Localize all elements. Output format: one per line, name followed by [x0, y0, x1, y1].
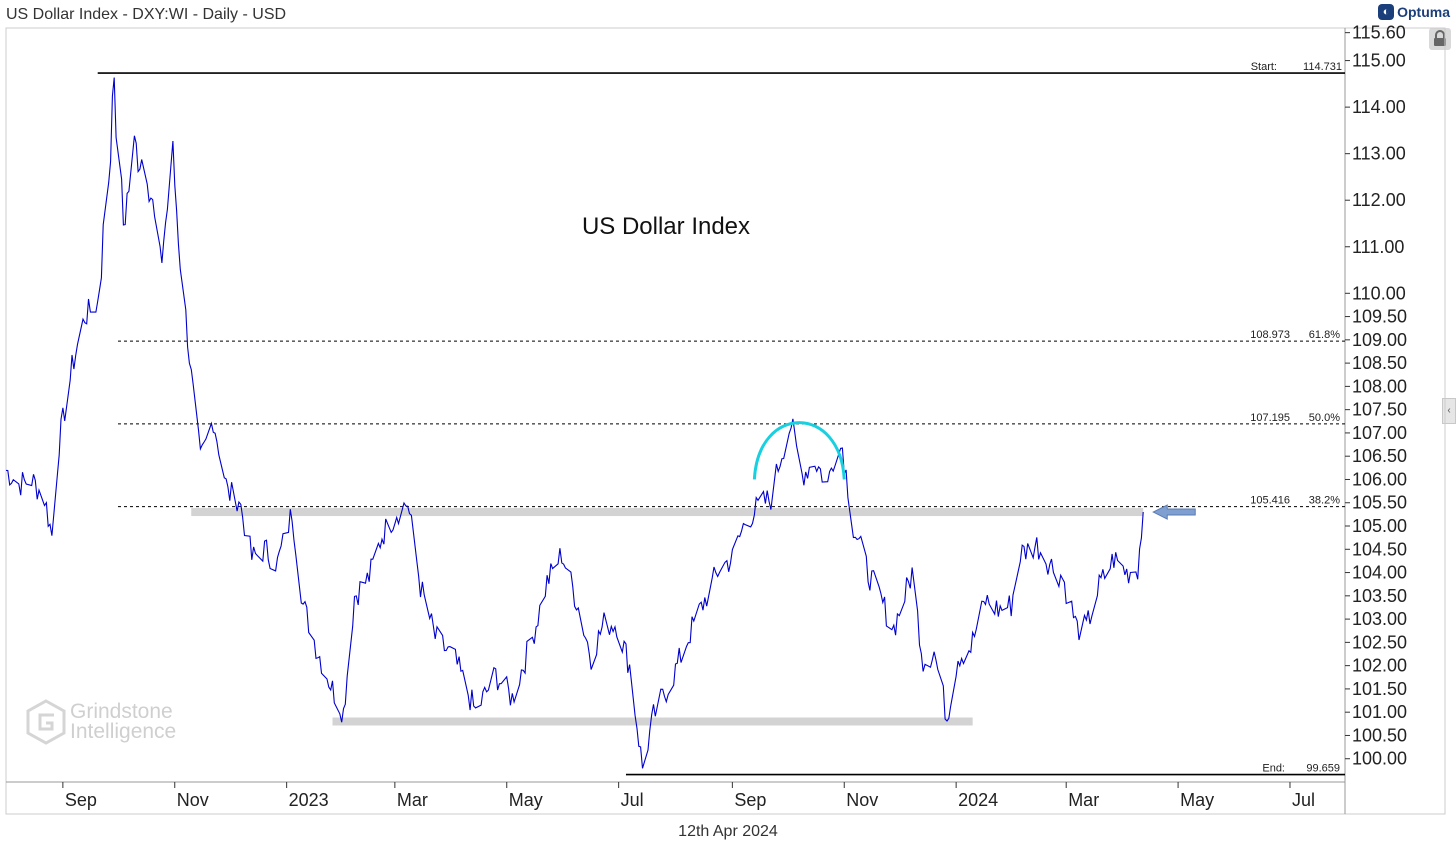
- x-tick-label-11: Jul: [1292, 790, 1315, 810]
- zone-1: [332, 717, 973, 726]
- watermark-line1: Grindstone: [70, 700, 173, 723]
- y-tick-label-7: 103.50: [1352, 586, 1407, 606]
- x-tick-label-2: 2023: [289, 790, 329, 810]
- y-tick-label-13: 106.50: [1352, 446, 1407, 466]
- chart-frame: [5, 27, 1446, 815]
- fib-value-2: 105.416: [1250, 495, 1290, 507]
- y-tick-label-15: 107.50: [1352, 400, 1407, 420]
- watermark-line2: Intelligence: [70, 720, 177, 743]
- rounded-top-arc: [752, 421, 846, 480]
- arrow-shape: [1152, 504, 1196, 520]
- x-axis: Sep Nov 2023 Mar May Jul Sep Nov 2024 Mar May Jul: [62, 782, 1315, 810]
- chart-title: US Dollar Index - DXY:WI - Daily - USD: [6, 6, 287, 23]
- footer-date: 12th Apr 2024: [678, 823, 778, 840]
- y-tick-label-14: 107.00: [1352, 423, 1407, 443]
- grindstone-logo-icon: [26, 699, 66, 745]
- x-tick-label-9: Mar: [1068, 790, 1099, 810]
- end-label: End:: [1262, 763, 1285, 775]
- x-tick-label-5: Jul: [621, 790, 644, 810]
- y-tick-label-11: 105.50: [1352, 493, 1407, 513]
- price-line: [5, 77, 1144, 769]
- y-tick-label-4: 102.00: [1352, 656, 1407, 676]
- fib-pct-2: 38.2%: [1309, 495, 1340, 507]
- y-tick-label-5: 102.50: [1352, 632, 1407, 652]
- optuma-logo-icon: ◐: [1378, 4, 1395, 20]
- y-tick-label-12: 106.00: [1352, 469, 1407, 489]
- y-tick-label-16: 108.00: [1352, 376, 1407, 396]
- fib-value-0: 108.973: [1250, 329, 1290, 341]
- support-resistance-zones: [191, 508, 1144, 726]
- y-tick-label-17: 108.50: [1352, 353, 1407, 373]
- current-price-arrow: [1152, 504, 1196, 520]
- x-tick-label-0: Sep: [65, 790, 97, 810]
- x-tick-label-8: 2024: [958, 790, 998, 810]
- y-tick-label-6: 103.00: [1352, 609, 1407, 629]
- y-tick-label-21: 111.00: [1352, 237, 1404, 257]
- y-tick-label-8: 104.00: [1352, 563, 1407, 583]
- fib-value-1: 107.195: [1250, 412, 1290, 424]
- inner-chart-title: US Dollar Index: [582, 213, 750, 240]
- y-tick-label-2: 101.00: [1352, 702, 1407, 722]
- x-tick-label-1: Nov: [177, 790, 209, 810]
- x-tick-label-10: May: [1180, 790, 1214, 810]
- x-tick-label-4: May: [509, 790, 543, 810]
- x-tick-label-3: Mar: [397, 790, 428, 810]
- fib-pct-1: 50.0%: [1309, 412, 1340, 424]
- end-value: 99.659: [1306, 763, 1340, 775]
- start-label: Start:: [1251, 61, 1277, 73]
- x-tick-label-7: Nov: [846, 790, 878, 810]
- y-tick-label-3: 101.50: [1352, 679, 1407, 699]
- y-tick-label-9: 104.50: [1352, 539, 1407, 559]
- x-tick-label-6: Sep: [734, 790, 766, 810]
- y-tick-label-1: 100.50: [1352, 725, 1407, 745]
- y-tick-label-25: 115.00: [1352, 51, 1406, 71]
- fib-pct-0: 61.8%: [1309, 329, 1340, 341]
- watermark: Grindstone Intelligence: [26, 699, 176, 745]
- y-axis: 100.00 100.50 101.00 101.50 102.00 102.50 103.…: [1345, 23, 1407, 769]
- chevron-left-icon: ‹: [1447, 405, 1451, 416]
- y-tick-label-20: 110.00: [1352, 283, 1406, 303]
- y-tick-label-19: 109.50: [1352, 307, 1407, 327]
- start-value: 114.731: [1303, 61, 1342, 73]
- y-tick-label-24: 114.00: [1352, 97, 1406, 117]
- lock-icon: [1434, 30, 1446, 46]
- reference-lines: Start: 114.731 End: 99.659 108.973 61.8% 107.1…: [97, 61, 1345, 776]
- price-series: [5, 77, 1144, 769]
- brand-logo: ◐ Optuma: [1378, 4, 1450, 20]
- y-tick-label-23: 113.00: [1352, 144, 1406, 164]
- brand-name: Optuma: [1397, 4, 1450, 20]
- y-tick-label-26: 115.60: [1352, 23, 1406, 43]
- y-tick-label-10: 105.00: [1352, 516, 1407, 536]
- zone-0: [191, 508, 1144, 517]
- y-tick-label-22: 112.00: [1352, 190, 1406, 210]
- top-arc: [752, 421, 846, 480]
- y-tick-label-18: 109.00: [1352, 330, 1407, 350]
- y-tick-label-0: 100.00: [1352, 749, 1407, 769]
